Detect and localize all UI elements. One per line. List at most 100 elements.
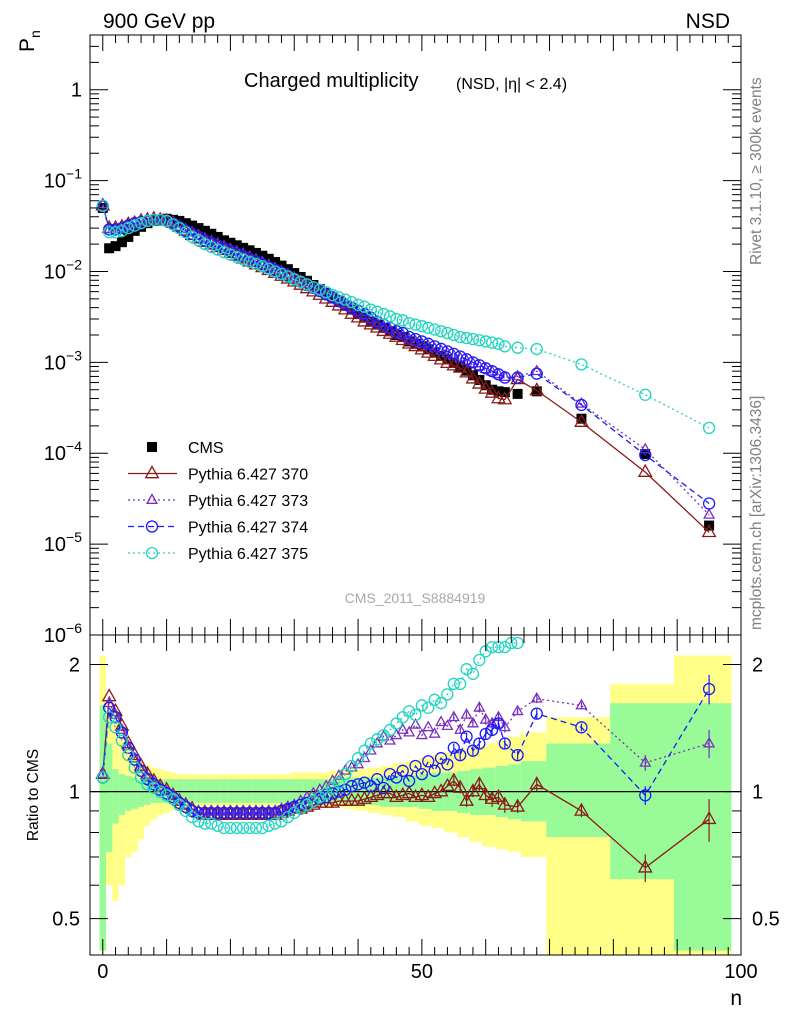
- ratio-point: [243, 806, 256, 820]
- data-point: [345, 301, 358, 314]
- ratio-point: [262, 806, 275, 820]
- data-point: [193, 223, 204, 234]
- ratio-point: [428, 727, 441, 738]
- ratio-point: [134, 764, 148, 777]
- data-point: [198, 237, 212, 251]
- legend-marker: [145, 493, 159, 504]
- data-point: [122, 221, 135, 235]
- data-point: [217, 242, 231, 255]
- ratio-point: [460, 730, 473, 743]
- data-point: [294, 275, 307, 288]
- ratio-point: [485, 640, 499, 654]
- legend-label: Pythia 6.427 370: [188, 467, 308, 484]
- data-point: [211, 239, 224, 252]
- x-tick-label: 0: [97, 961, 108, 983]
- data-point: [404, 336, 415, 347]
- data-point: [339, 297, 352, 308]
- data-point: [161, 213, 172, 224]
- y-tick-label: 1: [71, 80, 82, 102]
- data-point: [498, 371, 512, 384]
- y-tick-label-right: 2: [752, 655, 763, 677]
- ratio-point: [101, 688, 117, 702]
- ratio-point: [371, 736, 384, 748]
- legend-label: Pythia 6.427 375: [188, 546, 308, 563]
- data-point: [186, 225, 199, 237]
- ratio-point: [403, 725, 416, 737]
- ratio-point: [498, 640, 512, 654]
- data-point: [281, 270, 295, 283]
- data-point: [359, 312, 370, 323]
- y-tick-label-right: 1: [752, 782, 763, 804]
- ratio-point: [160, 789, 173, 802]
- ratio-point: [332, 785, 346, 798]
- ratio-point: [434, 715, 448, 727]
- legend-marker: [147, 442, 157, 452]
- data-point: [530, 364, 543, 376]
- data-point: [434, 325, 448, 338]
- ratio-point: [319, 791, 333, 804]
- data-point: [332, 291, 346, 304]
- ratio-point: [364, 780, 377, 793]
- data-point: [256, 260, 269, 273]
- data-point: [205, 240, 218, 254]
- ratio-point: [422, 720, 435, 732]
- data-point: [288, 273, 301, 286]
- bottom-panel: 0 50 100 0.5 0.5 1 1 2 2 Ratio to CMS n: [25, 634, 780, 1010]
- ratio-point: [473, 700, 486, 712]
- data-point: [390, 325, 403, 338]
- ratio-point: [396, 723, 409, 734]
- ratio-point: [473, 653, 486, 667]
- data-point: [441, 326, 454, 340]
- data-point: [479, 335, 492, 348]
- data-point: [371, 315, 384, 328]
- ratio-point: [262, 819, 275, 832]
- data-point: [575, 398, 588, 412]
- data-point: [409, 333, 422, 346]
- data-point: [478, 380, 494, 394]
- ratio-point: [307, 794, 320, 808]
- data-point: [473, 334, 486, 347]
- ratio-point: [363, 788, 379, 803]
- top-y-ticks: 1 10−1 10−2 10−3 10−4 10−5 10−6: [44, 34, 742, 647]
- data-point: [639, 442, 652, 454]
- data-point: [703, 508, 716, 519]
- ratio-point: [122, 741, 135, 754]
- ratio-point: [460, 708, 473, 719]
- data-point: [281, 267, 294, 279]
- data-point: [440, 354, 455, 369]
- data-point: [447, 347, 460, 361]
- chart-title-main: Charged multiplicity: [244, 70, 419, 92]
- data-point: [575, 396, 588, 408]
- ratio-point: [388, 788, 404, 803]
- ratio-point: [466, 667, 480, 681]
- ratio-line-1: [102, 698, 710, 812]
- band-stat: [105, 743, 113, 852]
- ratio-point: [395, 786, 411, 801]
- y-tick-label: 10−5: [44, 529, 82, 556]
- y-tick-label-left: 0.5: [52, 909, 80, 931]
- ratio-point: [498, 720, 511, 732]
- data-point: [459, 364, 474, 378]
- data-point: [702, 497, 716, 510]
- data-point: [422, 321, 435, 334]
- data-point: [377, 307, 390, 321]
- bottom-frame: [89, 634, 742, 956]
- data-point: [353, 309, 364, 320]
- data-point: [433, 351, 449, 365]
- legend: CMS Pythia 6.427 370 Pythia 6.427 373 Pythi…: [128, 440, 308, 563]
- data-point: [154, 213, 167, 226]
- data-point: [154, 213, 167, 224]
- ratio-point: [459, 792, 474, 806]
- chart-title: Charged multiplicity (NSD, |η| < 2.4): [244, 70, 567, 93]
- ratio-point: [434, 752, 448, 765]
- ratio-point: [211, 806, 224, 820]
- ratio-point: [109, 721, 122, 734]
- ratio-point: [357, 790, 372, 804]
- data-point: [460, 331, 473, 345]
- data-point: [141, 214, 154, 228]
- bottom-plot-area: [90, 636, 741, 955]
- data-point: [442, 354, 453, 365]
- ratio-point: [154, 785, 167, 798]
- data-point: [268, 265, 282, 278]
- y-tick-label-left: 1: [69, 782, 80, 804]
